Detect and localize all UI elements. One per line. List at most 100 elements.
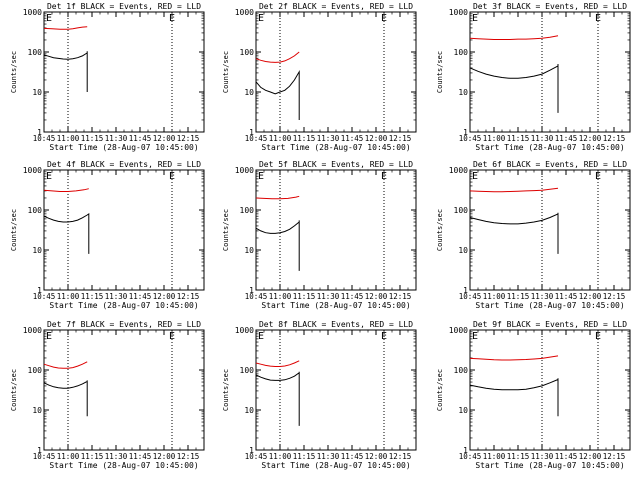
- y-tick-label: 1: [37, 286, 42, 295]
- panel-title: Det 4f BLACK = Events, RED = LLD: [47, 160, 201, 169]
- x-tick-label: 12:15: [603, 452, 626, 461]
- x-tick-label: 11:15: [81, 292, 104, 301]
- detector-panel-3: Det 3f BLACK = Events, RED = LLD 1 10 100 10…: [436, 2, 631, 152]
- series-lld-line: [255, 360, 300, 367]
- x-tick-label: 10:45: [245, 134, 268, 143]
- y-tick-label: 100: [28, 48, 43, 57]
- x-tick-label: 12:00: [365, 452, 388, 461]
- y-tick-label: 1000: [23, 326, 42, 335]
- plot-frame: [469, 11, 631, 133]
- series-lld-line: [469, 187, 559, 193]
- y-axis-label: Counts/sec: [10, 209, 18, 251]
- x-tick-label: 11:30: [317, 292, 340, 301]
- y-tick-label: 10: [32, 246, 42, 255]
- x-tick-label: 11:45: [341, 292, 364, 301]
- y-tick-label: 10: [32, 88, 42, 97]
- corner-marker-right: E: [381, 13, 387, 24]
- x-axis-label: Start Time (28-Aug-07 10:45:00): [49, 143, 198, 152]
- x-tick-label: 12:00: [365, 134, 388, 143]
- x-tick-label: 10:45: [33, 452, 56, 461]
- x-tick-label: 11:00: [269, 292, 292, 301]
- series-events-line: [43, 51, 88, 92]
- x-tick-label: 12:00: [579, 134, 602, 143]
- plot-frame: [469, 169, 631, 291]
- series-lld-line: [255, 195, 300, 200]
- x-tick-label: 12:15: [177, 292, 200, 301]
- x-tick-label: 11:00: [57, 292, 80, 301]
- corner-marker-right: E: [595, 13, 601, 24]
- corner-marker-left: E: [472, 331, 478, 342]
- x-tick-label: 11:15: [81, 134, 104, 143]
- x-tick-label: 11:45: [341, 452, 364, 461]
- y-tick-label: 1000: [449, 326, 468, 335]
- x-tick-label: 11:15: [507, 134, 530, 143]
- x-axis-label: Start Time (28-Aug-07 10:45:00): [475, 301, 624, 310]
- y-tick-label: 10: [244, 88, 254, 97]
- x-tick-label: 11:30: [317, 134, 340, 143]
- x-tick-label: 12:15: [603, 292, 626, 301]
- y-tick-label: 1: [463, 128, 468, 137]
- y-tick-label: 1: [463, 446, 468, 455]
- plot-frame: [469, 329, 631, 451]
- y-tick-label: 1000: [449, 8, 468, 17]
- x-axis-label: Start Time (28-Aug-07 10:45:00): [49, 461, 198, 470]
- x-tick-label: 12:00: [153, 292, 176, 301]
- y-tick-label: 100: [240, 366, 255, 375]
- y-axis-label: Counts/sec: [436, 51, 444, 93]
- x-tick-label: 11:15: [81, 452, 104, 461]
- x-tick-label: 11:45: [555, 134, 578, 143]
- x-tick-label: 11:00: [483, 292, 506, 301]
- x-tick-label: 11:30: [105, 452, 128, 461]
- x-tick-label: 12:15: [177, 452, 200, 461]
- x-tick-label: 12:15: [389, 134, 412, 143]
- y-tick-label: 1: [249, 128, 254, 137]
- x-axis-label: Start Time (28-Aug-07 10:45:00): [475, 461, 624, 470]
- panel-title: Det 5f BLACK = Events, RED = LLD: [259, 160, 413, 169]
- series-events-line: [255, 220, 300, 271]
- x-tick-label: 11:30: [105, 292, 128, 301]
- x-tick-label: 11:00: [57, 134, 80, 143]
- y-axis-label: Counts/sec: [222, 51, 230, 93]
- x-tick-label: 11:45: [129, 292, 152, 301]
- x-tick-label: 10:45: [245, 452, 268, 461]
- x-tick-label: 11:45: [341, 134, 364, 143]
- y-tick-label: 1000: [23, 166, 42, 175]
- x-tick-label: 11:00: [269, 452, 292, 461]
- y-tick-label: 100: [454, 366, 469, 375]
- panel-title: Det 2f BLACK = Events, RED = LLD: [259, 2, 413, 11]
- x-tick-label: 10:45: [245, 292, 268, 301]
- y-tick-label: 1: [249, 446, 254, 455]
- x-tick-label: 12:00: [153, 452, 176, 461]
- y-axis-label: Counts/sec: [10, 369, 18, 411]
- series-events-line: [469, 64, 559, 113]
- y-axis-label: Counts/sec: [222, 369, 230, 411]
- x-tick-label: 11:45: [129, 134, 152, 143]
- y-tick-label: 100: [240, 48, 255, 57]
- detector-panel-6: Det 6f BLACK = Events, RED = LLD 1 10 100 10…: [436, 160, 631, 310]
- x-tick-label: 11:45: [555, 452, 578, 461]
- y-tick-label: 100: [454, 48, 469, 57]
- panel-title: Det 3f BLACK = Events, RED = LLD: [473, 2, 627, 11]
- y-tick-label: 1000: [235, 166, 254, 175]
- x-axis-label: Start Time (28-Aug-07 10:45:00): [475, 143, 624, 152]
- series-events-line: [255, 371, 300, 426]
- corner-marker-left: E: [46, 331, 52, 342]
- corner-marker-left: E: [258, 331, 264, 342]
- series-events-line: [43, 380, 88, 417]
- corner-marker-left: E: [258, 171, 264, 182]
- x-tick-label: 12:00: [579, 452, 602, 461]
- x-axis-label: Start Time (28-Aug-07 10:45:00): [261, 143, 410, 152]
- y-tick-label: 1: [249, 286, 254, 295]
- x-tick-label: 10:45: [459, 452, 482, 461]
- corner-marker-right: E: [169, 13, 175, 24]
- y-axis-label: Counts/sec: [436, 209, 444, 251]
- x-tick-label: 10:45: [33, 292, 56, 301]
- corner-marker-right: E: [595, 171, 601, 182]
- x-tick-label: 11:15: [507, 292, 530, 301]
- panel-title: Det 7f BLACK = Events, RED = LLD: [47, 320, 201, 329]
- x-tick-label: 11:30: [105, 134, 128, 143]
- panel-title: Det 1f BLACK = Events, RED = LLD: [47, 2, 201, 11]
- series-events-line: [469, 212, 559, 254]
- series-lld-line: [43, 188, 89, 192]
- x-tick-label: 11:15: [507, 452, 530, 461]
